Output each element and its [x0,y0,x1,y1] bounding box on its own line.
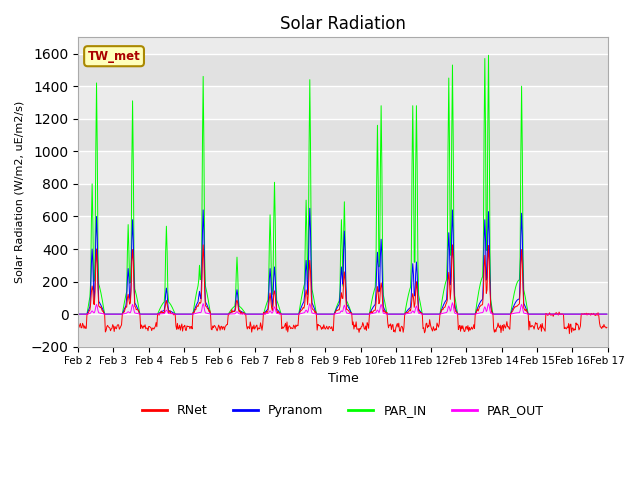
Pyranom [74,311,82,317]
RNet [220,324,228,330]
Bar [78,314,607,347]
Legend: RNet, Pyranom, PAR_IN, PAR_OUT: RNet, Pyranom, PAR_IN, PAR_OUT [137,399,548,422]
PAR_OUT [84,311,92,317]
PAR_OUT [406,310,414,316]
Bar [78,54,607,86]
PAR_IN [484,52,492,58]
Bar [78,119,607,151]
Pyranom [408,293,415,299]
Line: PAR_OUT: PAR_OUT [78,303,607,314]
Bar [78,249,607,282]
RNet [422,321,430,327]
PAR_OUT [74,311,82,317]
PAR_IN [192,293,200,299]
Pyranom [423,311,431,317]
PAR_IN [74,311,82,317]
RNet [449,242,456,248]
Title: Solar Radiation: Solar Radiation [280,15,406,33]
PAR_OUT [138,311,146,317]
PAR_IN [406,284,414,290]
Line: PAR_IN: PAR_IN [78,55,607,314]
PAR_OUT [603,311,611,317]
PAR_IN [84,307,92,312]
RNet [406,308,414,314]
X-axis label: Time: Time [328,372,358,385]
RNet [192,307,200,312]
Pyranom [220,311,228,317]
Line: RNet: RNet [78,245,607,334]
PAR_IN [603,311,611,317]
RNet [566,331,573,336]
RNet [74,323,82,329]
PAR_OUT [449,300,456,306]
RNet [84,312,92,317]
Pyranom [192,303,200,309]
Pyranom [603,311,611,317]
PAR_IN [422,311,430,317]
RNet [138,324,146,329]
PAR_OUT [422,311,430,317]
PAR_IN [138,311,146,317]
Y-axis label: Solar Radiation (W/m2, uE/m2/s): Solar Radiation (W/m2, uE/m2/s) [15,101,25,283]
Bar [78,184,607,216]
Pyranom [306,205,314,211]
Text: TW_met: TW_met [88,50,140,63]
Line: Pyranom: Pyranom [78,208,607,314]
Pyranom [138,311,146,317]
PAR_OUT [220,311,228,317]
Pyranom [84,309,92,315]
PAR_OUT [192,311,200,316]
PAR_IN [220,311,228,317]
RNet [603,324,611,330]
